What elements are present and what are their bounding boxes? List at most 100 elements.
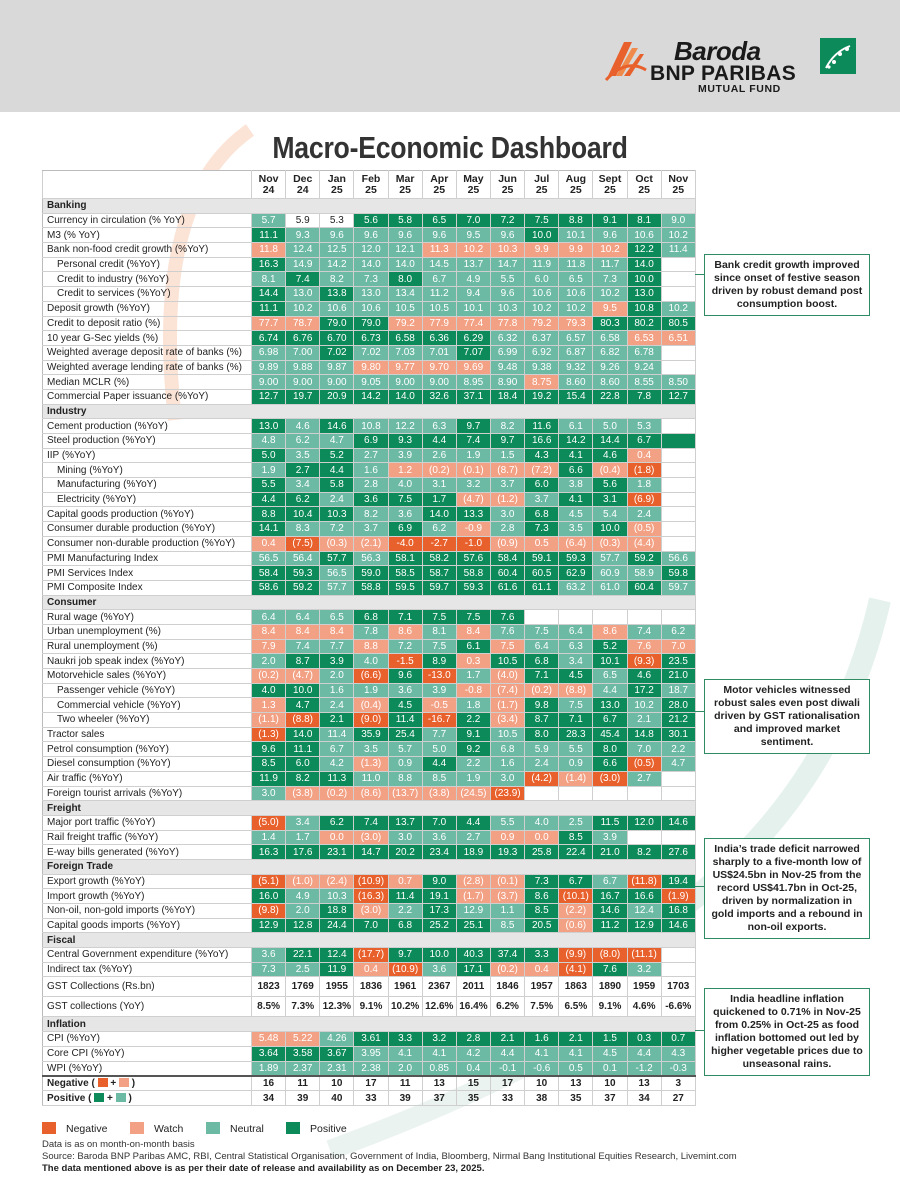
data-cell: 59.3 <box>285 565 321 581</box>
data-cell <box>558 609 594 625</box>
data-cell: 6.87 <box>558 344 594 361</box>
row-label: M3 (% YoY) <box>42 227 252 244</box>
table-row: Export growth (%YoY) (5.1) (1.0) (2.4) (10.9… <box>42 873 696 890</box>
data-cell: 2.1 <box>626 712 662 728</box>
row-label: Capital goods production (%YoY) <box>42 506 252 523</box>
data-cell: 6.4 <box>558 623 594 640</box>
data-cell: 2.5 <box>285 961 321 978</box>
data-cell: (3.8) <box>285 785 321 802</box>
data-cell: 8.8 <box>250 506 287 523</box>
page-title: Macro-Economic Dashboard <box>272 130 628 165</box>
data-cell: 27.6 <box>660 844 696 860</box>
data-cell: 56.3 <box>353 550 389 567</box>
data-cell: 8.2 <box>626 844 662 860</box>
data-cell: 4.3 <box>524 447 560 464</box>
data-cell: 2.8 <box>353 477 389 493</box>
data-cell: 7.0 <box>353 917 389 934</box>
data-cell: 1823 <box>250 976 287 998</box>
data-cell: 56.5 <box>250 550 287 567</box>
data-cell: 12.4 <box>285 242 321 258</box>
data-cell: (1.7) <box>455 888 491 904</box>
data-cell: 7.3 <box>524 873 560 890</box>
data-cell: (0.2) <box>489 961 526 978</box>
data-cell: 3.3 <box>524 947 560 963</box>
data-cell: 25.4 <box>387 726 423 743</box>
data-cell: 7.6 <box>592 961 628 978</box>
data-cell: 4.7 <box>660 756 696 772</box>
table-row: M3 (% YoY) 11.1 9.3 9.6 9.6 9.6 9.6 9.5 9.6 10.0 1… <box>42 227 696 244</box>
data-cell: 10.2 <box>285 300 321 317</box>
table-row: Steel production (%YoY) 4.8 6.2 4.7 6.9 9.3 4.… <box>42 433 696 449</box>
data-cell: 5.48 <box>250 1031 287 1047</box>
footer-basis: Data is as on month-on-month basis <box>42 1139 195 1150</box>
data-cell: 3.61 <box>353 1031 389 1047</box>
data-cell: 10.6 <box>319 300 355 317</box>
data-cell: (17.7) <box>353 947 389 963</box>
data-cell: 6.78 <box>626 344 662 361</box>
data-cell: 7.1 <box>524 668 560 684</box>
data-cell: 13.0 <box>250 418 287 434</box>
data-cell: 6.7 <box>421 271 457 288</box>
data-cell: 9.0 <box>660 212 696 229</box>
data-cell: 8.0 <box>524 726 560 743</box>
data-cell: 7.4 <box>285 638 321 655</box>
totals-label: Positive ( + ) <box>42 1090 252 1107</box>
totals-label: Negative ( + ) <box>42 1074 252 1092</box>
data-cell <box>660 271 696 288</box>
data-cell: 8.2 <box>319 271 355 288</box>
data-cell: (4.2) <box>524 770 560 787</box>
data-cell: 5.5 <box>489 814 526 831</box>
data-cell: 4.4 <box>319 462 355 479</box>
data-cell: 9.38 <box>524 359 560 376</box>
data-cell: 17.1 <box>455 961 491 978</box>
data-cell: 19.4 <box>660 873 696 890</box>
data-cell: (0.2) <box>524 682 560 699</box>
data-cell: (7.2) <box>524 462 560 479</box>
data-cell: 58.7 <box>421 565 457 581</box>
data-cell: 2.4 <box>319 697 355 714</box>
data-cell: (1.2) <box>489 491 526 508</box>
data-cell: 2.4 <box>319 491 355 508</box>
data-cell: 8.95 <box>455 374 491 390</box>
row-label: Indirect tax (%YoY) <box>42 961 252 978</box>
data-cell: 6.0 <box>524 477 560 493</box>
data-cell: 4.4 <box>250 491 287 508</box>
note-motor-vehicles: Motor vehicles witnessed robust sales ev… <box>704 679 870 754</box>
data-cell: 17.3 <box>421 903 457 919</box>
data-cell: 78.7 <box>285 315 321 332</box>
data-cell: 11.7 <box>592 256 628 273</box>
data-cell: 10.2 <box>524 300 560 317</box>
data-cell: 3.2 <box>455 477 491 493</box>
data-cell: 14.0 <box>387 388 423 405</box>
data-cell: 57.7 <box>592 550 628 567</box>
data-cell: 1.5 <box>592 1031 628 1047</box>
data-cell: 25.1 <box>455 917 491 934</box>
data-cell: 9.3 <box>285 227 321 244</box>
data-cell: 9.87 <box>319 359 355 376</box>
data-cell: 8.3 <box>285 521 321 537</box>
data-cell: 7.3 <box>524 521 560 537</box>
row-label: Naukri job speak index (%YoY) <box>42 653 252 669</box>
data-cell: 10.6 <box>558 286 594 302</box>
table-row: Weighted average deposit rate of banks (… <box>42 344 696 361</box>
data-cell: 7.6 <box>626 638 662 655</box>
data-cell: 4.1 <box>524 1045 560 1062</box>
data-cell: 1.7 <box>421 491 457 508</box>
data-cell: 14.6 <box>319 418 355 434</box>
data-cell: (3.7) <box>489 888 526 904</box>
table-row: Non-oil, non-gold imports (%YoY) (9.8) 2.0… <box>42 903 696 919</box>
data-cell: 8.50 <box>660 374 696 390</box>
data-cell: 5.5 <box>558 741 594 758</box>
data-cell: 2.38 <box>353 1060 389 1077</box>
data-cell: 10.1 <box>592 653 628 669</box>
data-cell: 3.5 <box>558 521 594 537</box>
data-cell: (9.9) <box>558 947 594 963</box>
data-cell: 6.29 <box>455 330 491 346</box>
legend-negative: Negative <box>42 1122 107 1135</box>
totals-cell: 37 <box>592 1090 628 1107</box>
data-cell: 10.2 <box>660 300 696 317</box>
data-cell: 79.0 <box>319 315 355 332</box>
data-cell: 8.8 <box>387 770 423 787</box>
data-cell: 9.1 <box>592 212 628 229</box>
data-cell: 4.4 <box>455 814 491 831</box>
